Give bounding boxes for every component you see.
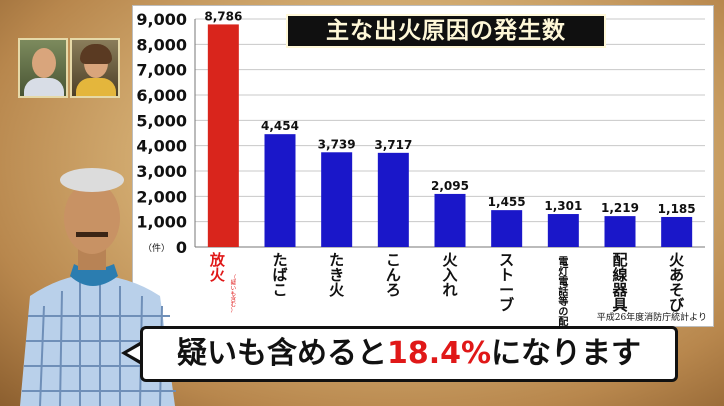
x-category-label: ス xyxy=(499,251,514,269)
chart-title: 主な出火原因の発生数 xyxy=(286,14,606,48)
guest-thumbnail-2 xyxy=(70,38,120,98)
x-category-label: 火 xyxy=(442,251,458,269)
y-tick-label: 1,000 xyxy=(136,213,187,232)
x-category-note: い xyxy=(231,285,237,292)
bar-chart: 0 1,000 2,000 3,000 4,000 5,000 6,000 7,000 8,00… xyxy=(136,9,707,326)
caption-pointer-fill xyxy=(127,344,143,362)
bar xyxy=(264,134,296,247)
x-category-label: れ xyxy=(442,281,457,299)
data-label: 1,185 xyxy=(658,202,696,216)
x-category-label: あ xyxy=(669,266,684,284)
source-note: 平成26年度消防庁統計より xyxy=(597,311,707,323)
x-category-label: び xyxy=(669,296,684,314)
data-label: 1,455 xyxy=(488,195,526,209)
x-category-note: 含 xyxy=(231,295,237,303)
chart-panel: 0 1,000 2,000 3,000 4,000 5,000 6,000 7,000 8,00… xyxy=(133,6,713,326)
x-category-label: 線 xyxy=(612,266,627,284)
x-category-label: 配 xyxy=(612,251,627,269)
presenter-face xyxy=(64,182,120,254)
data-label: 1,219 xyxy=(601,201,639,215)
y-tick-label: 8,000 xyxy=(136,35,187,54)
x-category-label: 等 xyxy=(558,295,568,308)
data-label: 3,717 xyxy=(374,138,412,152)
x-category-label: 放 xyxy=(209,251,226,269)
guest-1-torso xyxy=(24,78,64,96)
x-category-label: た xyxy=(329,251,344,269)
x-category-label: ば xyxy=(272,266,287,284)
x-category-label: 電 xyxy=(558,276,568,288)
x-category-label: 電 xyxy=(558,256,568,268)
presenter-mustache xyxy=(76,232,108,237)
guest-1-face xyxy=(32,48,56,78)
x-category-label: 話 xyxy=(558,285,568,298)
y-tick-label: 4,000 xyxy=(136,137,187,156)
bar xyxy=(661,216,693,247)
bar xyxy=(547,214,579,247)
guest-2-torso xyxy=(76,78,116,96)
x-category-label: 火 xyxy=(210,266,226,284)
x-category-label: 配 xyxy=(558,316,568,326)
bar xyxy=(377,152,409,247)
caption-percentage: 18.4% xyxy=(386,336,492,371)
x-category-label: ん xyxy=(386,266,401,284)
subtitle-caption: 疑いも含めると18.4%になります xyxy=(140,326,678,382)
x-category-label: ト xyxy=(499,266,514,284)
x-category-label: 火 xyxy=(329,281,345,299)
x-category-label: こ xyxy=(272,281,287,299)
presenter-neck xyxy=(78,248,106,270)
x-category-note: も xyxy=(231,291,237,298)
data-label: 2,095 xyxy=(431,179,469,193)
x-category-label: ブ xyxy=(499,296,514,314)
x-category-label: ろ xyxy=(386,281,401,299)
data-label: 1,301 xyxy=(544,199,582,213)
x-category-note: ） xyxy=(231,307,237,314)
x-category-label: た xyxy=(272,251,287,269)
x-category-label: 灯 xyxy=(558,265,568,278)
y-tick-label: 3,000 xyxy=(136,162,187,181)
bar xyxy=(491,210,523,247)
presenter-wreath xyxy=(60,168,124,192)
bar xyxy=(434,193,466,247)
bar xyxy=(321,152,353,247)
x-category-label: 器 xyxy=(611,281,628,299)
y-axis-label: （件） xyxy=(143,242,170,254)
guest-thumbnail-1 xyxy=(18,38,68,98)
caption-text-post: になります xyxy=(491,336,642,371)
x-category-note: （ xyxy=(231,274,237,281)
x-category-label: 具 xyxy=(612,296,627,314)
bar xyxy=(207,24,239,248)
y-tick-label: 6,000 xyxy=(136,86,187,105)
data-label: 4,454 xyxy=(261,119,299,133)
x-category-label: ー xyxy=(499,281,514,299)
presenter-shirt xyxy=(20,274,176,406)
x-category-note: む xyxy=(231,302,237,309)
data-label: 3,739 xyxy=(318,137,356,151)
x-category-label: の xyxy=(558,307,568,318)
bar xyxy=(604,216,636,247)
x-category-label: こ xyxy=(386,251,401,269)
x-category-note: 疑 xyxy=(231,279,237,287)
y-tick-label: 2,000 xyxy=(136,187,187,206)
data-label: 8,786 xyxy=(204,9,242,23)
caption-text-pre: 疑いも含めると xyxy=(176,336,387,371)
presenter-illustration xyxy=(20,168,176,406)
guest-2-hair xyxy=(80,44,112,64)
x-category-label: 入 xyxy=(442,266,457,284)
x-category-label: そ xyxy=(669,281,684,299)
y-tick-label: 5,000 xyxy=(136,111,187,130)
x-category-label: き xyxy=(329,266,344,284)
x-category-label: 火 xyxy=(669,251,685,269)
y-tick-label: 0 xyxy=(176,238,187,257)
y-tick-label: 9,000 xyxy=(136,10,187,29)
y-tick-label: 7,000 xyxy=(136,61,187,80)
